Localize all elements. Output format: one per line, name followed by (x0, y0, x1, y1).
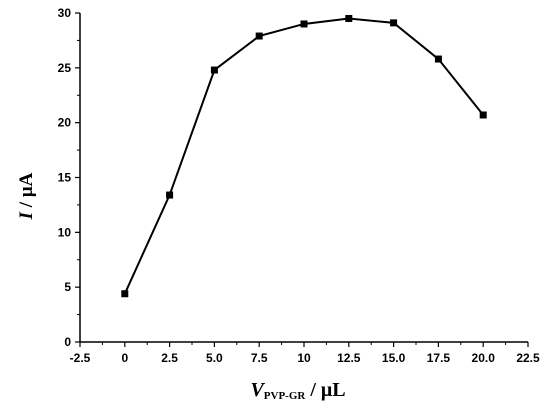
ticks: -2.5 0 2.5 5.0 7.5 10 12.5 15.0 17.5 20.0 22.5 0 5 10… (58, 6, 540, 365)
data-point-marker (300, 20, 308, 28)
x-tick-label: 22.5 (516, 351, 540, 365)
series (121, 14, 487, 298)
data-point-marker (479, 111, 487, 119)
x-tick-label: 10 (297, 351, 311, 365)
y-tick-label: 10 (58, 225, 72, 239)
x-tick-label: 12.5 (337, 351, 361, 365)
x-tick-label: 2.5 (161, 351, 178, 365)
y-axis-title: I / μA (16, 172, 37, 220)
x-tick-label: 7.5 (251, 351, 268, 365)
x-axis-title: VPVP-GR / μL (250, 379, 345, 402)
data-point-marker (210, 66, 218, 74)
data-point-marker (345, 14, 353, 22)
data-point-marker (255, 32, 263, 40)
data-point-marker (121, 290, 129, 298)
x-axis-unit: / μL (305, 379, 345, 401)
x-tick-label: 20.0 (472, 351, 496, 365)
y-axis-variable: I (16, 211, 37, 220)
data-point-marker (390, 19, 398, 27)
x-tick-label: 5.0 (206, 351, 223, 365)
axes (79, 13, 528, 343)
x-axis-subscript: PVP-GR (264, 390, 307, 402)
y-tick-label: 20 (58, 116, 72, 130)
x-tick-label: 0 (121, 351, 128, 365)
y-axis-unit: / μA (16, 172, 37, 212)
series-line (123, 17, 484, 295)
y-tick-label: 0 (64, 335, 71, 349)
data-point-marker (434, 55, 442, 63)
data-point-marker (166, 191, 174, 199)
y-tick-label: 25 (58, 61, 72, 75)
y-tick-label: 5 (64, 280, 71, 294)
x-tick-label: 17.5 (427, 351, 451, 365)
x-tick-label: -2.5 (70, 351, 91, 365)
y-tick-label: 30 (58, 6, 72, 20)
x-axis-variable: V (250, 379, 265, 401)
x-tick-label: 15.0 (382, 351, 406, 365)
y-tick-label: 15 (58, 171, 72, 185)
